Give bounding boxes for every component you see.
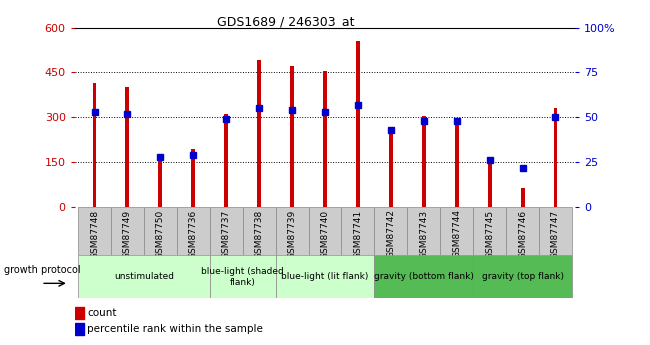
Text: GSM87743: GSM87743 <box>419 209 428 258</box>
Bar <box>75 307 84 319</box>
Bar <box>473 255 572 298</box>
Bar <box>488 164 491 207</box>
Text: gravity (top flank): gravity (top flank) <box>482 272 564 282</box>
Text: GSM87746: GSM87746 <box>518 209 527 258</box>
Text: GSM87750: GSM87750 <box>156 209 165 259</box>
Text: GSM87749: GSM87749 <box>123 209 132 258</box>
Bar <box>408 207 440 255</box>
Text: GSM87744: GSM87744 <box>452 209 462 258</box>
Bar <box>276 255 374 298</box>
Bar <box>276 207 309 255</box>
Bar <box>125 87 129 207</box>
Bar <box>159 158 162 207</box>
Text: percentile rank within the sample: percentile rank within the sample <box>87 325 263 334</box>
Bar <box>257 60 261 207</box>
Bar <box>75 323 84 335</box>
Bar <box>521 188 525 207</box>
Bar <box>78 207 111 255</box>
Bar <box>323 71 327 207</box>
Bar <box>92 83 96 207</box>
Bar <box>506 207 539 255</box>
Bar <box>111 207 144 255</box>
Bar <box>177 207 210 255</box>
Text: GSM87740: GSM87740 <box>320 209 330 258</box>
Bar <box>191 149 195 207</box>
Bar <box>144 207 177 255</box>
Bar <box>422 116 426 207</box>
Bar <box>389 134 393 207</box>
Text: GSM87741: GSM87741 <box>354 209 363 258</box>
Bar <box>78 255 210 298</box>
Bar <box>440 207 473 255</box>
Bar <box>554 108 558 207</box>
Text: GSM87738: GSM87738 <box>255 209 264 259</box>
Bar <box>309 207 341 255</box>
Text: GSM87748: GSM87748 <box>90 209 99 258</box>
Text: unstimulated: unstimulated <box>114 272 174 282</box>
Bar <box>473 207 506 255</box>
Text: count: count <box>87 308 117 318</box>
Text: GSM87736: GSM87736 <box>188 209 198 259</box>
Text: GDS1689 / 246303_at: GDS1689 / 246303_at <box>217 16 355 29</box>
Bar <box>455 119 459 207</box>
Text: gravity (bottom flank): gravity (bottom flank) <box>374 272 474 282</box>
Bar <box>341 207 374 255</box>
Bar <box>210 255 276 298</box>
Text: GSM87742: GSM87742 <box>386 209 395 258</box>
Text: GSM87737: GSM87737 <box>222 209 231 259</box>
Text: growth protocol: growth protocol <box>4 265 81 275</box>
Bar <box>374 207 408 255</box>
Text: blue-light (lit flank): blue-light (lit flank) <box>281 272 369 282</box>
Text: GSM87739: GSM87739 <box>287 209 296 259</box>
Bar <box>242 207 276 255</box>
Bar <box>374 255 473 298</box>
Bar <box>539 207 572 255</box>
Bar <box>290 67 294 207</box>
Bar <box>224 114 228 207</box>
Bar <box>356 41 360 207</box>
Text: GSM87745: GSM87745 <box>485 209 494 258</box>
Text: GSM87747: GSM87747 <box>551 209 560 258</box>
Text: blue-light (shaded
flank): blue-light (shaded flank) <box>202 267 284 287</box>
Bar <box>210 207 242 255</box>
